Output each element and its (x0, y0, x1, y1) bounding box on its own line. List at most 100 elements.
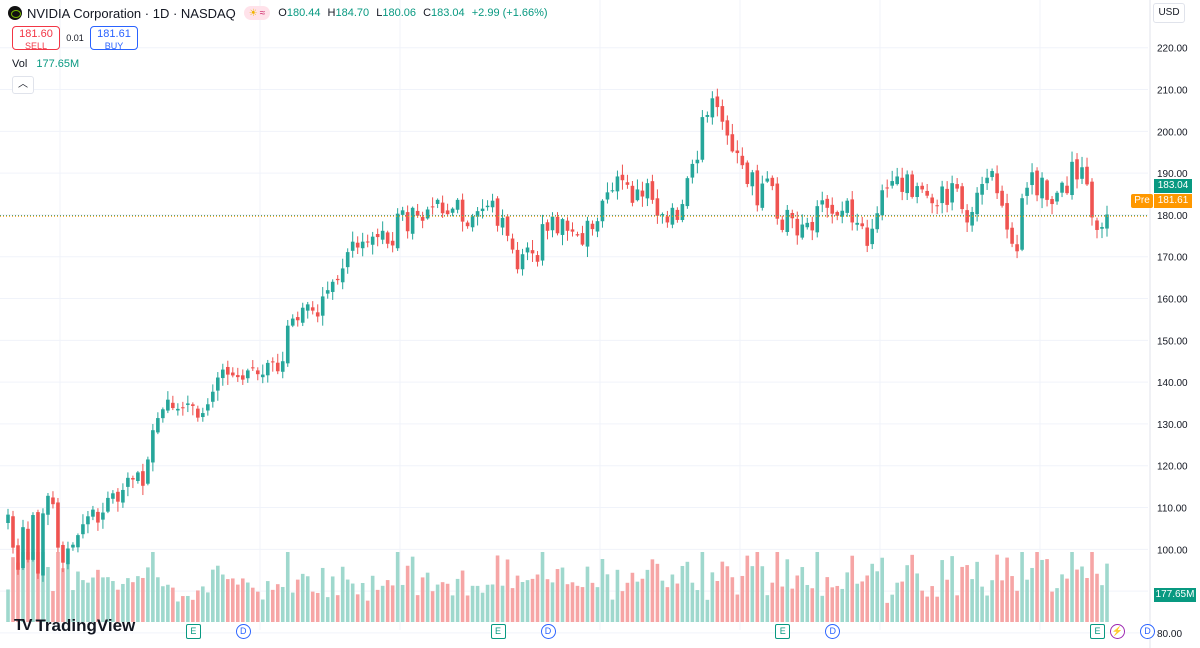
volume-bar (565, 584, 570, 622)
candle-body (86, 516, 90, 525)
volume-bar (206, 592, 210, 622)
candle-body (935, 205, 939, 207)
volume-bar (390, 585, 395, 622)
volume-bar (870, 563, 875, 622)
candle-body (450, 208, 455, 213)
volume-bar (350, 583, 355, 622)
candle-body (380, 230, 385, 240)
symbol-title[interactable]: NVIDIA Corporation · 1D · NASDAQ (27, 5, 236, 21)
candle-body (41, 513, 45, 576)
candle-body (176, 408, 180, 411)
volume-bar (1090, 552, 1094, 622)
volume-bar (41, 552, 45, 622)
volume-bar (705, 599, 710, 622)
candle-body (920, 185, 924, 190)
candle-body (600, 200, 605, 222)
market-status-pill[interactable]: ☀ ≈ (243, 6, 271, 20)
candle-body (780, 219, 785, 230)
tradingview-logo[interactable]: TV TradingView (14, 616, 135, 636)
volume-bar (270, 589, 275, 622)
volume-bar (1085, 578, 1089, 622)
volume-bar (330, 576, 335, 622)
candle-body (111, 493, 115, 499)
earnings-marker[interactable]: E (185, 624, 201, 639)
volume-bar (530, 578, 535, 622)
volume-bar (505, 559, 510, 622)
candle-body (595, 221, 600, 232)
candle-body (415, 210, 420, 216)
pre-market-price-label: 181.61 (1154, 194, 1192, 208)
dividend-marker[interactable]: D (825, 624, 841, 639)
volume-bar (1060, 574, 1064, 622)
volume-bar (1070, 552, 1074, 622)
volume-bar (520, 582, 525, 622)
dividend-marker[interactable]: D (1139, 624, 1155, 639)
volume-bar (81, 580, 85, 622)
buy-button[interactable]: 181.61 BUY (90, 26, 138, 51)
volume-bar (805, 584, 810, 622)
volume-bar (325, 597, 330, 622)
candle-body (960, 186, 964, 210)
candle-body (355, 242, 360, 248)
candle-body (590, 223, 595, 230)
candle-body (855, 222, 860, 225)
currency-selector[interactable]: USD (1153, 3, 1185, 23)
volume-bar (770, 582, 775, 622)
price-axis[interactable]: 220.00 210.00 200.00 190.00 180.00 170.00 160.… (1157, 44, 1188, 640)
candle-body (530, 250, 535, 254)
volume-bar (6, 589, 10, 622)
volume-bar (230, 578, 235, 622)
candle-body (455, 199, 460, 210)
volume-bar (345, 579, 350, 622)
candle-body (885, 187, 889, 189)
earnings-marker[interactable]: E (490, 624, 506, 639)
volume-bar (171, 587, 175, 622)
candle-body (565, 220, 570, 231)
earnings-marker[interactable]: E (775, 624, 791, 639)
candle-body (770, 177, 775, 187)
volume-bar (850, 555, 855, 622)
volume-bar (315, 592, 320, 622)
candle-body (101, 512, 105, 520)
candle-body (1030, 172, 1034, 186)
volume-bar (700, 552, 705, 622)
candle-body (31, 515, 35, 560)
volume-bar (745, 555, 750, 622)
candle-body (121, 489, 125, 503)
candle-body (875, 213, 880, 230)
sell-button[interactable]: 181.60 SELL (12, 26, 60, 51)
candle-body (795, 218, 800, 236)
candle-body (655, 198, 660, 216)
volume-bar (71, 590, 75, 622)
volume-bar (825, 577, 830, 622)
candle-body (555, 216, 560, 234)
volume-bar (575, 585, 580, 622)
candle-body (580, 233, 585, 245)
candle-body (1010, 227, 1014, 244)
volume-bar (86, 582, 90, 622)
collapse-legend-button[interactable]: ︿ (12, 76, 34, 94)
y-tick-label: 190.00 (1157, 169, 1188, 180)
dividend-marker[interactable]: D (540, 624, 556, 639)
volume-bar (980, 586, 984, 622)
volume-bar (940, 560, 944, 622)
candle-body (665, 216, 670, 223)
volume-bar (950, 556, 954, 622)
candle-body (131, 478, 135, 480)
split-marker[interactable]: ⚡ (1109, 624, 1125, 639)
candle-body (870, 228, 875, 245)
candle-body (400, 210, 405, 215)
candle-body (196, 408, 200, 418)
dividend-marker[interactable]: D (235, 624, 251, 639)
earnings-marker[interactable]: E (1090, 624, 1105, 639)
candle-body (345, 252, 350, 268)
volume-bar (895, 582, 899, 622)
volume-bar (395, 552, 400, 622)
volume-bar (255, 591, 260, 622)
volume-bar (995, 554, 999, 622)
candle-body (325, 290, 330, 294)
candle-body (495, 198, 500, 226)
candle-body (350, 241, 355, 251)
candle-body (730, 134, 735, 152)
